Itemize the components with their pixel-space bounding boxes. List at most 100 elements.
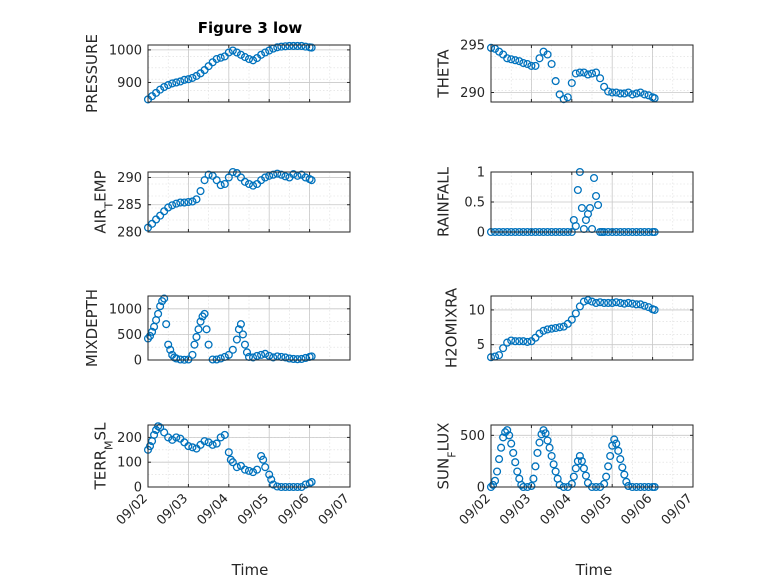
data-point: [551, 77, 560, 86]
series-theta: [486, 43, 659, 104]
data-point: [587, 297, 597, 306]
data-point: [575, 68, 584, 77]
y-tick-label: 900: [117, 76, 142, 91]
data-point: [224, 350, 233, 359]
y-tick-label: 200: [117, 431, 142, 446]
data-point: [596, 298, 605, 307]
data-point: [208, 440, 217, 449]
data-point: [216, 53, 225, 62]
x-tick-label: 09/04: [538, 491, 575, 528]
axes-box: [490, 44, 694, 103]
data-point: [507, 336, 516, 345]
data-point: [563, 319, 572, 328]
x-tick-label: 09/06: [618, 491, 655, 528]
data-point: [539, 326, 548, 335]
data-point: [563, 93, 572, 102]
data-point: [503, 54, 512, 63]
data-point: [238, 330, 247, 339]
data-point: [535, 438, 544, 447]
data-point: [172, 78, 181, 87]
data-point: [160, 294, 169, 303]
data-point: [147, 327, 157, 336]
series-mixdepth: [143, 294, 316, 364]
data-point: [212, 54, 221, 64]
data-point: [628, 90, 637, 99]
data-point: [184, 355, 193, 364]
axes-box: [147, 171, 351, 233]
data-point: [160, 82, 169, 92]
data-point: [505, 431, 514, 440]
data-point: [208, 355, 217, 364]
data-point: [573, 185, 582, 195]
data-point: [176, 198, 185, 207]
data-point: [569, 472, 578, 481]
data-point: [583, 478, 593, 487]
data-point: [519, 337, 528, 346]
data-point: [591, 68, 601, 77]
y-tick-label: 290: [460, 86, 485, 101]
data-point: [216, 433, 225, 442]
y-tick-label: 0: [134, 481, 142, 496]
data-point: [571, 464, 580, 473]
data-point: [228, 345, 237, 354]
data-point: [253, 351, 262, 360]
data-point: [265, 46, 274, 55]
figure-title: Figure 3 low: [198, 19, 303, 37]
subplot-sun-flux: 0 500 09/02 09/03 09/04 09/05 09/06 09/07 SUNFLU…: [434, 423, 695, 529]
data-point: [240, 177, 250, 186]
data-point: [172, 199, 181, 208]
subplot-pressure: 900 1000 PRESSURE: [83, 34, 351, 113]
data-point: [559, 95, 568, 104]
data-point: [277, 42, 286, 51]
data-point: [551, 467, 560, 476]
x-axis-label-right: Time: [575, 561, 613, 579]
data-point: [307, 176, 316, 185]
series-h2omixra: [486, 296, 659, 362]
data-point: [608, 88, 617, 97]
data-point: [507, 55, 516, 64]
y-tick-label: 500: [460, 429, 485, 444]
data-point: [297, 354, 306, 364]
data-point: [519, 58, 528, 68]
y-tick-label: 0.5: [464, 196, 485, 211]
data-point: [257, 350, 266, 359]
data-point: [499, 344, 508, 353]
data-point: [176, 77, 185, 86]
data-point: [164, 340, 173, 349]
data-point: [188, 443, 197, 452]
data-point: [579, 68, 588, 77]
data-point: [497, 443, 506, 452]
data-point: [529, 474, 538, 483]
data-point: [236, 320, 245, 329]
data-point: [515, 57, 524, 66]
y-tick-label: 280: [117, 226, 142, 241]
y-tick-label: 290: [117, 171, 142, 186]
data-point: [537, 430, 546, 439]
data-point: [265, 470, 274, 479]
data-point: [549, 460, 558, 469]
data-point: [160, 428, 169, 437]
data-point: [509, 448, 518, 457]
data-point: [232, 48, 241, 57]
data-point: [234, 325, 243, 334]
axes-box: [147, 295, 351, 361]
data-point: [261, 173, 270, 182]
data-point: [620, 299, 629, 308]
data-point: [269, 480, 278, 489]
data-point: [226, 455, 235, 464]
data-point: [192, 71, 201, 80]
data-point: [180, 75, 189, 84]
x-tick-label: 09/03: [497, 491, 534, 528]
data-point: [228, 46, 237, 55]
data-point: [612, 439, 621, 448]
data-point: [244, 179, 254, 189]
data-point: [624, 481, 633, 491]
data-point: [583, 70, 593, 79]
data-point: [168, 435, 177, 444]
y-tick-label: 100: [117, 456, 142, 471]
data-point: [204, 340, 213, 349]
series-sun-flux: [486, 426, 659, 492]
